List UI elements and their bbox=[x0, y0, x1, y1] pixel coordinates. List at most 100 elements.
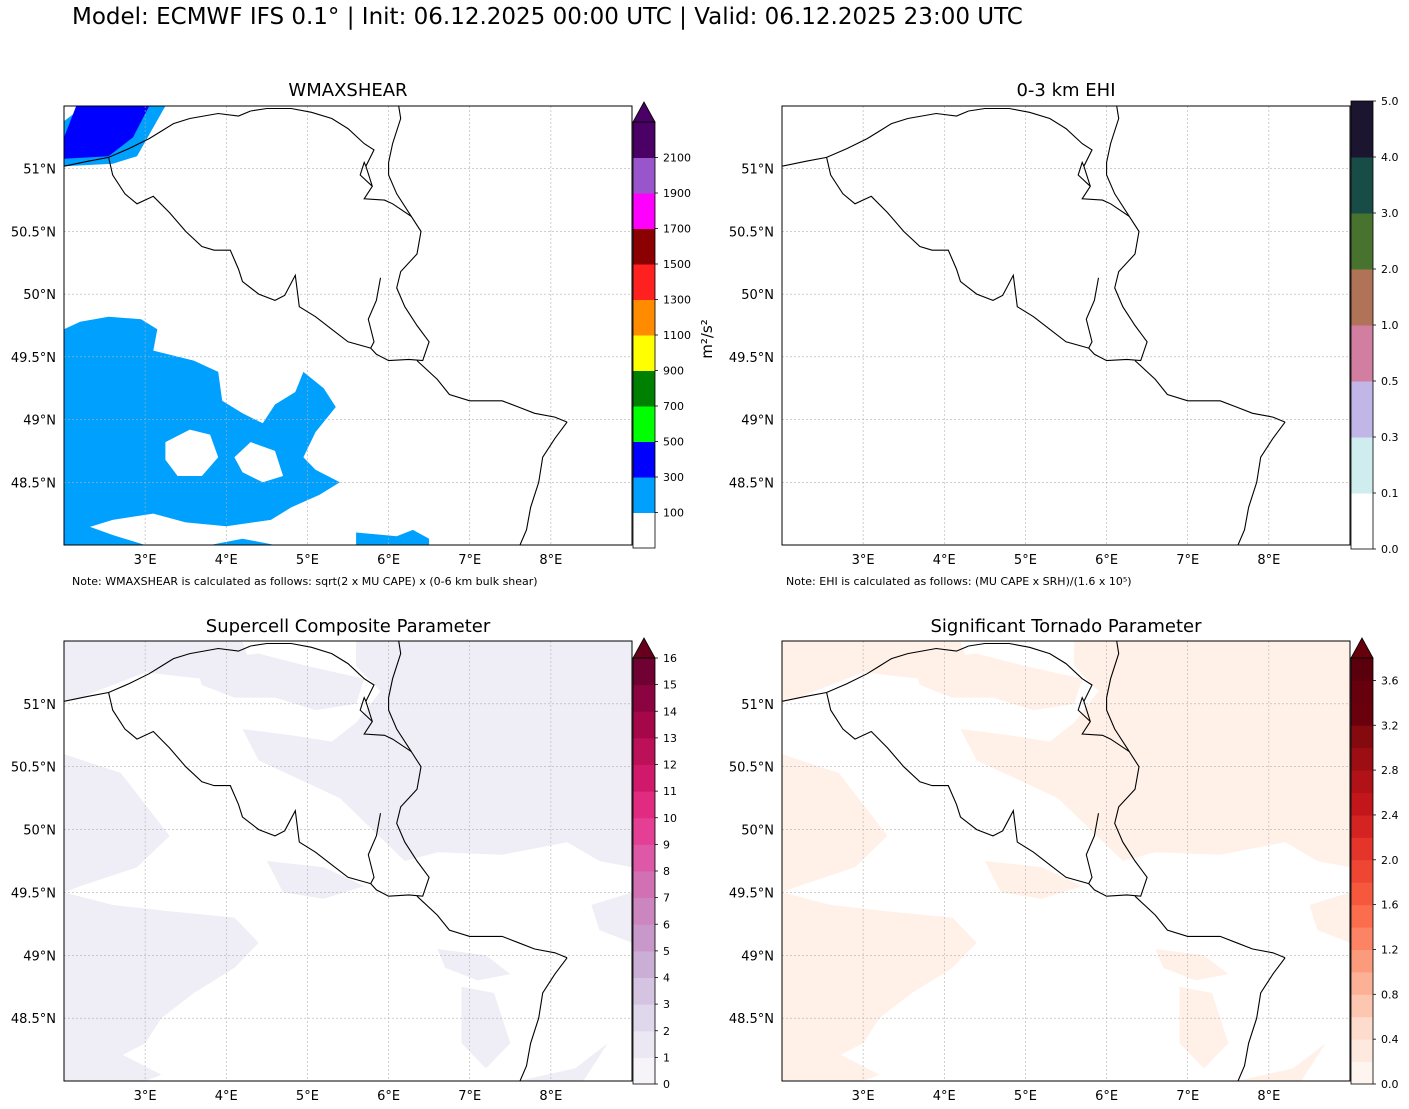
colorbar-tick-label: 1.2 bbox=[1381, 943, 1399, 956]
lon-tick-label: 7°E bbox=[458, 1089, 481, 1104]
lat-tick-label: 50.5°N bbox=[11, 225, 56, 240]
lon-tick-label: 6°E bbox=[1095, 553, 1118, 568]
panel-title-scp: Supercell Composite Parameter bbox=[205, 616, 491, 637]
map-background bbox=[782, 106, 1350, 545]
lon-tick-label: 8°E bbox=[539, 1089, 562, 1104]
colorbar-tick-label: 12 bbox=[663, 759, 677, 772]
country-border bbox=[64, 110, 251, 167]
country-border bbox=[250, 107, 430, 362]
colorbar-segment bbox=[1351, 904, 1373, 928]
lon-tick-label: 6°E bbox=[377, 1089, 400, 1104]
colorbar-tick-label: 0.4 bbox=[1381, 1033, 1399, 1046]
colorbar-segment bbox=[633, 193, 655, 229]
colorbar-segment bbox=[1351, 658, 1373, 681]
colorbar-segment bbox=[633, 477, 655, 513]
lon-tick-label: 7°E bbox=[1176, 553, 1199, 568]
lon-tick-label: 6°E bbox=[377, 553, 400, 568]
colorbar-segment bbox=[633, 684, 655, 712]
colorbar-segment bbox=[1351, 1061, 1373, 1085]
contour-fill bbox=[64, 526, 146, 545]
lat-tick-label: 50.5°N bbox=[729, 225, 774, 240]
colorbar-segment bbox=[1351, 814, 1373, 838]
lat-tick-label: 49°N bbox=[741, 414, 774, 429]
colorbar-tick-label: 4 bbox=[663, 972, 670, 985]
lat-tick-label: 51°N bbox=[741, 698, 774, 713]
map-content bbox=[782, 106, 1350, 545]
colorbar-tick-label: 300 bbox=[663, 471, 684, 484]
map-frame bbox=[781, 105, 1351, 546]
country-border bbox=[1077, 160, 1091, 187]
colorbar: 0.0 0.1 0.3 0.5 1.0 2.0 3.0 4.0 5.0 bbox=[1350, 95, 1399, 556]
lat-tick-label: 50.5°N bbox=[729, 761, 774, 776]
colorbar-extend-arrow bbox=[632, 101, 656, 123]
map-wmaxshear: 51°N 50.5°N 50°N 49.5°N 49°N 48.5°N 3°E 4°E 5°E 6… bbox=[11, 101, 691, 568]
lon-tick-label: 4°E bbox=[215, 553, 238, 568]
lat-tick-label: 50°N bbox=[23, 288, 56, 303]
country-border bbox=[968, 642, 1148, 897]
colorbar-tick-label: 2100 bbox=[663, 152, 691, 165]
colorbar-segment bbox=[633, 817, 655, 845]
lon-tick-label: 4°E bbox=[933, 553, 956, 568]
lon-tick-label: 3°E bbox=[852, 553, 875, 568]
colorbar-tick-label: 2.0 bbox=[1381, 854, 1399, 867]
colorbar-segment bbox=[1351, 269, 1373, 326]
colorbar-tick-label: 0.0 bbox=[1381, 543, 1399, 556]
lon-tick-label: 5°E bbox=[296, 1089, 319, 1104]
contour-fill bbox=[518, 1043, 608, 1081]
country-border bbox=[108, 157, 371, 349]
colorbar-tick-label: 3.6 bbox=[1381, 674, 1399, 687]
contour-fill bbox=[782, 754, 888, 893]
country-border bbox=[1237, 957, 1286, 1081]
colorbar-extend-arrow bbox=[632, 637, 656, 659]
contour-fill bbox=[64, 754, 170, 893]
colorbar-tick-label: 2.4 bbox=[1381, 809, 1399, 822]
colorbar-tick-label: 8 bbox=[663, 865, 670, 878]
colorbar-tick-label: 1500 bbox=[663, 258, 691, 271]
lat-tick-label: 49°N bbox=[741, 949, 774, 964]
country-border bbox=[1237, 421, 1286, 545]
panel-title-wmaxshear: WMAXSHEAR bbox=[288, 80, 408, 101]
colorbar-tick-label: 9 bbox=[663, 838, 670, 851]
contour-fill bbox=[461, 986, 511, 1069]
colorbar-tick-label: 6 bbox=[663, 918, 670, 931]
country-border bbox=[1134, 360, 1286, 423]
lon-tick-label: 8°E bbox=[539, 553, 562, 568]
lat-tick-label: 48.5°N bbox=[729, 476, 774, 491]
map-stp: 51°N 50.5°N 50°N 49.5°N 49°N 48.5°N 3°E 4°E 5°E 6… bbox=[729, 637, 1399, 1104]
colorbar-tick-label: 0.0 bbox=[1381, 1078, 1399, 1091]
colorbar-segment bbox=[633, 977, 655, 1005]
contour-fill bbox=[234, 442, 284, 483]
contour-fill bbox=[782, 641, 969, 702]
colorbar-segment bbox=[1351, 770, 1373, 794]
panel-title-ehi: 0-3 km EHI bbox=[1016, 80, 1116, 101]
country-border bbox=[367, 277, 382, 349]
contour-fill bbox=[64, 106, 150, 159]
lat-tick-label: 49.5°N bbox=[729, 886, 774, 901]
colorbar-tick-label: 0.3 bbox=[1381, 431, 1399, 444]
country-border bbox=[519, 421, 568, 545]
map-scp: 51°N 50.5°N 50°N 49.5°N 49°N 48.5°N 3°E 4°E 5°E 6… bbox=[11, 637, 677, 1104]
colorbar-tick-label: 700 bbox=[663, 400, 684, 413]
contour-fill bbox=[960, 641, 1350, 868]
map-content bbox=[64, 641, 632, 1081]
colorbar-tick-label: 7 bbox=[663, 892, 670, 905]
lat-tick-label: 49°N bbox=[23, 949, 56, 964]
colorbar-tick-label: 1.0 bbox=[1381, 319, 1399, 332]
country-border bbox=[1106, 641, 1130, 752]
contour-fill bbox=[266, 861, 365, 899]
country-border bbox=[108, 692, 371, 885]
country-border bbox=[826, 157, 1089, 349]
map-content bbox=[782, 641, 1350, 1081]
contour-fill bbox=[782, 1049, 880, 1081]
country-border bbox=[782, 110, 969, 167]
colorbar-segment bbox=[1351, 927, 1373, 950]
colorbar-segment bbox=[633, 658, 655, 686]
colorbar-segment bbox=[1351, 1039, 1373, 1063]
colorbar-segment bbox=[1351, 1016, 1373, 1040]
colorbar-segment bbox=[1351, 325, 1373, 382]
colorbar-segment bbox=[633, 737, 655, 765]
contour-fill bbox=[782, 892, 977, 1063]
lat-tick-label: 48.5°N bbox=[11, 476, 56, 491]
colorbar-tick-label: 1 bbox=[663, 1051, 670, 1064]
country-border bbox=[519, 957, 568, 1081]
